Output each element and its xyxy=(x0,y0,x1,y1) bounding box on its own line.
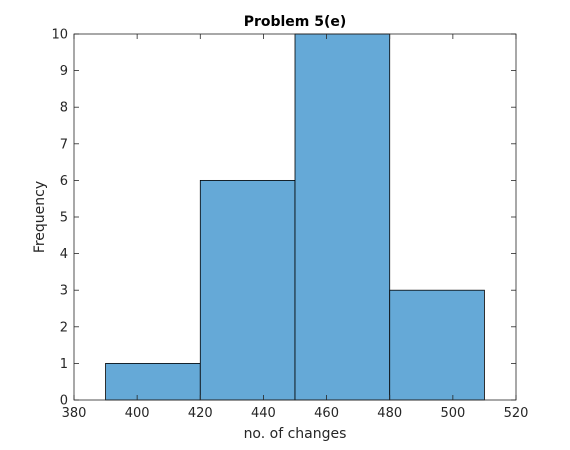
x-tick-label: 480 xyxy=(377,406,402,421)
y-tick-label: 7 xyxy=(60,137,68,152)
y-tick-label: 3 xyxy=(60,284,68,299)
x-tick-label: 400 xyxy=(125,406,150,421)
histogram-bar xyxy=(199,179,296,401)
y-tick-label: 9 xyxy=(60,64,68,79)
histogram-bar xyxy=(294,33,391,401)
chart-title: Problem 5(e) xyxy=(244,14,347,30)
histogram-bar xyxy=(105,362,201,401)
y-tick-label: 5 xyxy=(60,211,68,226)
x-tick-label: 420 xyxy=(188,406,213,421)
y-tick-label: 0 xyxy=(60,394,68,409)
y-tick-label: 10 xyxy=(51,28,68,43)
y-tick-label: 2 xyxy=(60,320,68,335)
y-tick-label: 8 xyxy=(60,101,68,116)
x-axis-label: no. of changes xyxy=(244,426,347,442)
bars-layer xyxy=(105,33,485,401)
x-tick-label: 460 xyxy=(314,406,339,421)
x-tick-label: 520 xyxy=(504,406,529,421)
histogram-bar xyxy=(389,289,485,401)
y-tick-label: 1 xyxy=(60,357,68,372)
y-axis-label: Frequency xyxy=(32,181,48,253)
x-tick-label: 380 xyxy=(62,406,87,421)
ticks-layer: 380 400 420 440 460 480 500 520 0 1 2 3 4 5 6 7 8 9 10 xyxy=(51,28,528,422)
x-tick-label: 500 xyxy=(440,406,465,421)
x-tick-label: 440 xyxy=(251,406,276,421)
y-tick-label: 6 xyxy=(60,174,68,189)
y-tick-label: 4 xyxy=(60,247,68,262)
